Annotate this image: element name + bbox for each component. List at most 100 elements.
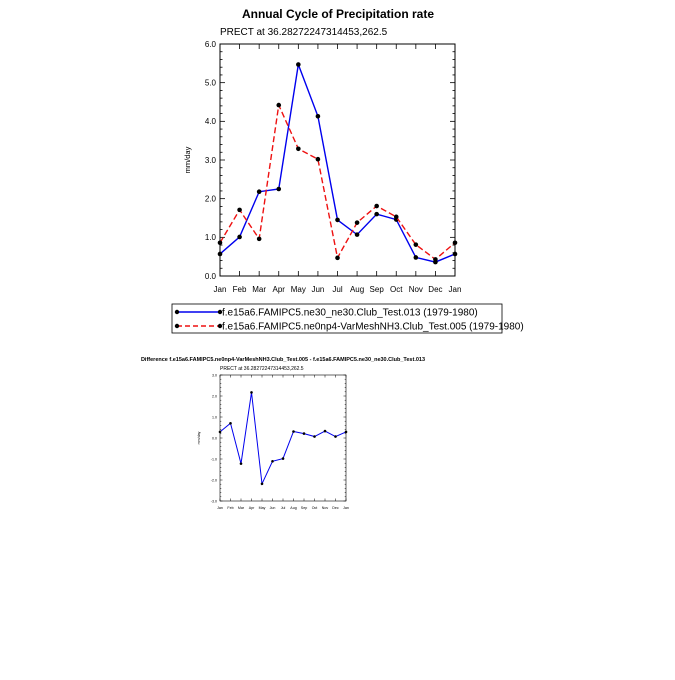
main-x-tick-label: Sep bbox=[370, 285, 385, 294]
main-series-2-point bbox=[315, 156, 321, 162]
main-x-tick-label: Mar bbox=[252, 285, 266, 294]
difference-chart-frame bbox=[219, 374, 347, 502]
main-series-2-point bbox=[237, 207, 242, 213]
legend-marker-series-1 bbox=[217, 309, 223, 315]
main-x-tick-label: Jul bbox=[332, 285, 342, 294]
main-series-1-point bbox=[354, 232, 360, 237]
main-y-tick-label: 0.0 bbox=[205, 272, 217, 281]
diff-x-tick-label: Jun bbox=[270, 506, 276, 510]
diff-y-tick-label: 2.0 bbox=[212, 394, 217, 398]
diff-x-tick-label: Jan bbox=[217, 506, 223, 510]
diff-series-1-point bbox=[313, 435, 316, 438]
main-x-tick-label: Jan bbox=[449, 285, 462, 294]
legend-label-series-1: f.e15a6.FAMIPC5.ne30_ne30.Club_Test.013 … bbox=[222, 308, 478, 319]
difference-chart-title: Difference f.e15a6.FAMIPC5.ne0np4-VarMes… bbox=[141, 357, 425, 363]
legend-marker-series-1 bbox=[174, 309, 180, 315]
diff-y-tick-label: 0.0 bbox=[212, 436, 217, 440]
legend-marker-series-2 bbox=[174, 323, 180, 329]
main-series-1-point bbox=[335, 217, 340, 223]
main-chart: Annual Cycle of Precipitation rate PRECT… bbox=[183, 7, 461, 294]
diff-series-1-point bbox=[218, 430, 222, 434]
diff-x-tick-label: Jan bbox=[343, 506, 349, 510]
main-series-1-point bbox=[452, 251, 458, 257]
main-y-tick-label: 2.0 bbox=[205, 194, 217, 203]
main-series-2-line bbox=[219, 102, 456, 261]
legend-label-series-2: f.e15a6.FAMIPC5.ne0np4-VarMeshNH3.Club_T… bbox=[222, 322, 524, 333]
difference-chart-y-axis-label: mm/day bbox=[197, 431, 201, 444]
legend-marker-series-2 bbox=[217, 323, 223, 329]
difference-chart-ticks bbox=[219, 374, 347, 502]
main-x-tick-label: Aug bbox=[350, 285, 364, 294]
main-series-1-point bbox=[374, 211, 379, 217]
difference-chart-y-tick-labels: -3.0 -2.0 -1.0 0.0 1.0 2.0 3.0 bbox=[211, 373, 217, 503]
main-chart-title: Annual Cycle of Precipitation rate bbox=[242, 7, 434, 21]
main-x-tick-label: Apr bbox=[273, 285, 286, 294]
main-series-1-point bbox=[296, 62, 301, 67]
main-series-2-point bbox=[296, 146, 301, 152]
diff-y-tick-label: -3.0 bbox=[211, 499, 217, 503]
main-x-tick-label: Dec bbox=[428, 285, 442, 294]
difference-chart-series bbox=[218, 391, 348, 486]
diff-series-1-point bbox=[271, 460, 274, 463]
diff-series-1-point bbox=[323, 429, 327, 433]
main-x-tick-label: Jan bbox=[214, 285, 227, 294]
main-x-tick-label: Oct bbox=[390, 285, 403, 294]
diff-y-tick-label: 3.0 bbox=[212, 373, 217, 377]
diff-x-tick-label: Aug bbox=[290, 506, 296, 510]
main-x-tick-label: Feb bbox=[233, 285, 247, 294]
main-series-2-point bbox=[452, 240, 458, 246]
diff-x-tick-label: Feb bbox=[227, 506, 233, 510]
main-series-2-point bbox=[335, 255, 340, 261]
main-chart-y-tick-labels: 0.0 1.0 2.0 3.0 4.0 5.0 6.0 bbox=[205, 40, 217, 281]
main-series-1-point bbox=[256, 189, 262, 195]
main-series-1-point bbox=[217, 251, 223, 257]
main-series-2-point bbox=[276, 102, 282, 108]
main-chart-y-axis-label: mm/day bbox=[183, 146, 192, 173]
diff-series-1-point bbox=[229, 422, 232, 425]
main-y-tick-label: 4.0 bbox=[205, 117, 217, 126]
diff-y-tick-label: -1.0 bbox=[211, 457, 217, 461]
diff-series-1-point bbox=[344, 430, 348, 434]
diff-x-tick-label: Oct bbox=[312, 506, 318, 510]
diff-x-tick-label: Nov bbox=[322, 506, 329, 510]
diff-x-tick-label: Dec bbox=[332, 506, 339, 510]
main-series-2-point bbox=[393, 214, 399, 220]
main-chart-series bbox=[217, 61, 458, 265]
main-x-tick-label: May bbox=[291, 285, 306, 294]
main-x-tick-label: Nov bbox=[409, 285, 423, 294]
main-series-2-point bbox=[433, 257, 438, 262]
diff-series-1-point bbox=[260, 482, 264, 486]
main-series-1-point bbox=[413, 255, 419, 260]
diff-series-1-point bbox=[250, 391, 253, 394]
main-series-1-point bbox=[237, 234, 242, 240]
main-chart-frame bbox=[219, 43, 456, 277]
diff-series-1-point bbox=[239, 462, 243, 465]
main-y-tick-label: 6.0 bbox=[205, 40, 217, 49]
diff-x-tick-label: Mar bbox=[238, 506, 245, 510]
diff-series-1-point bbox=[334, 435, 337, 438]
difference-chart-subtitle: PRECT at 36.28272247314453,262.5 bbox=[220, 366, 304, 372]
main-y-tick-label: 3.0 bbox=[205, 156, 217, 165]
diff-series-1-point bbox=[302, 432, 306, 435]
diff-y-tick-label: -2.0 bbox=[211, 478, 217, 482]
diff-series-1-point bbox=[281, 457, 285, 460]
difference-chart-x-tick-labels: Jan Feb Mar Apr May Jun Jul Aug Sep Oct Nov Dec Jan bbox=[217, 506, 349, 510]
main-series-2-point bbox=[217, 240, 223, 246]
main-chart-subtitle: PRECT at 36.28272247314453,262.5 bbox=[220, 27, 388, 38]
main-chart-ticks bbox=[219, 43, 456, 277]
legend-box bbox=[171, 303, 503, 334]
main-series-2-point bbox=[256, 236, 262, 242]
diff-x-tick-label: Apr bbox=[249, 506, 255, 510]
diff-series-1-line bbox=[219, 392, 347, 486]
difference-chart: Difference f.e15a6.FAMIPC5.ne0np4-VarMes… bbox=[141, 357, 425, 510]
legend: f.e15a6.FAMIPC5.ne30_ne30.Club_Test.013 … bbox=[171, 303, 524, 334]
diff-x-tick-label: Jul bbox=[281, 506, 286, 510]
diff-y-tick-label: 1.0 bbox=[212, 415, 217, 419]
main-chart-x-tick-labels: Jan Feb Mar Apr May Jun Jul Aug Sep Oct Nov Dec Jan bbox=[214, 285, 462, 294]
diff-series-1-point bbox=[292, 430, 295, 433]
main-series-2-point bbox=[413, 242, 419, 247]
main-series-1-point bbox=[276, 186, 282, 192]
main-y-tick-label: 5.0 bbox=[205, 78, 217, 87]
main-series-2-point bbox=[374, 203, 379, 209]
